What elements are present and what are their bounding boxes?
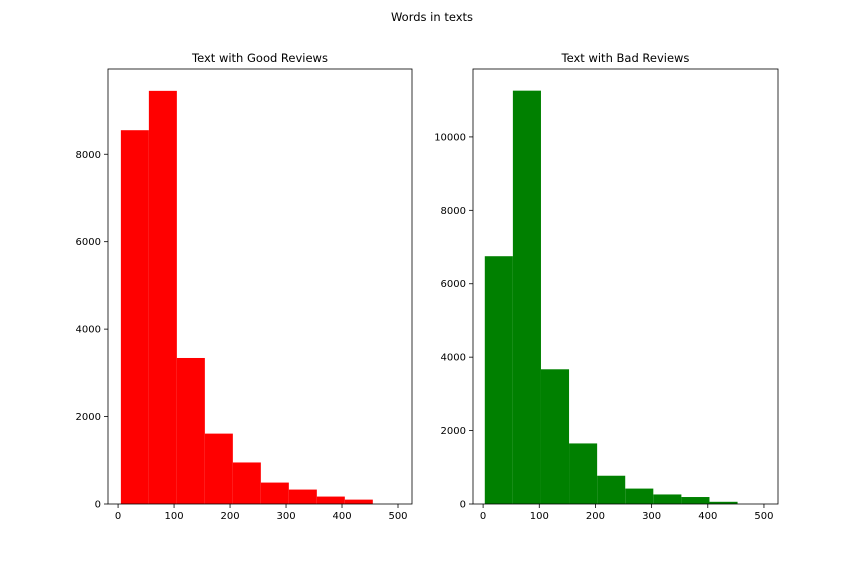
- y-tick-label: 8000: [76, 150, 101, 161]
- x-tick-label: 400: [332, 511, 351, 522]
- histogram-bar: [653, 494, 682, 504]
- axes-good-reviews: 0 100 200 300 400 500 0 2000 4000 6000 8000 Text wi…: [76, 51, 413, 522]
- x-tick-label: 100: [165, 511, 184, 522]
- histogram-bar: [176, 357, 205, 504]
- histogram-bar: [344, 499, 373, 504]
- histogram-bar: [484, 256, 513, 504]
- axes-frame: [472, 68, 779, 505]
- histogram-bar: [569, 443, 598, 504]
- histogram-bar: [204, 433, 233, 504]
- x-tick-label: 0: [115, 511, 121, 522]
- x-tick-label: 0: [480, 511, 486, 522]
- axes-frame: [107, 68, 413, 505]
- y-tick-label: 4000: [76, 325, 101, 336]
- histogram-bar: [288, 489, 317, 504]
- histogram-bar: [232, 462, 261, 504]
- x-tick-label: 500: [754, 511, 773, 522]
- y-tick-label: 8000: [441, 206, 466, 217]
- x-tick-label: 200: [586, 511, 605, 522]
- axes-bad-reviews: 0 100 200 300 400 500 0 2000 4000 6000 8000 10000 Te…: [434, 51, 779, 522]
- figure-suptitle: Words in texts: [391, 10, 473, 24]
- histogram-bar: [709, 501, 738, 504]
- histogram-bar: [681, 497, 710, 504]
- histogram-bar: [625, 488, 654, 504]
- histogram-bar: [260, 482, 289, 504]
- axes-title: Text with Bad Reviews: [561, 51, 690, 65]
- y-tick-label: 0: [460, 500, 466, 511]
- y-tick-label: 10000: [434, 132, 466, 143]
- x-tick-label: 300: [276, 511, 295, 522]
- histogram-bar: [148, 90, 177, 504]
- x-tick-label: 100: [530, 511, 549, 522]
- y-tick-label: 6000: [76, 237, 101, 248]
- y-tick-label: 2000: [441, 426, 466, 437]
- histogram-bar: [512, 90, 541, 504]
- x-tick-label: 500: [388, 511, 407, 522]
- x-tick-label: 300: [642, 511, 661, 522]
- histogram-bar: [316, 496, 345, 504]
- y-tick-label: 2000: [76, 412, 101, 423]
- x-tick-label: 400: [698, 511, 717, 522]
- x-tick-label: 200: [221, 511, 240, 522]
- histogram-bar: [120, 130, 149, 504]
- y-tick-label: 6000: [441, 279, 466, 290]
- y-tick-label: 4000: [441, 353, 466, 364]
- histogram-bar: [540, 369, 570, 504]
- y-tick-label: 0: [95, 500, 101, 511]
- histogram-bar: [597, 475, 626, 504]
- axes-title: Text with Good Reviews: [191, 51, 328, 65]
